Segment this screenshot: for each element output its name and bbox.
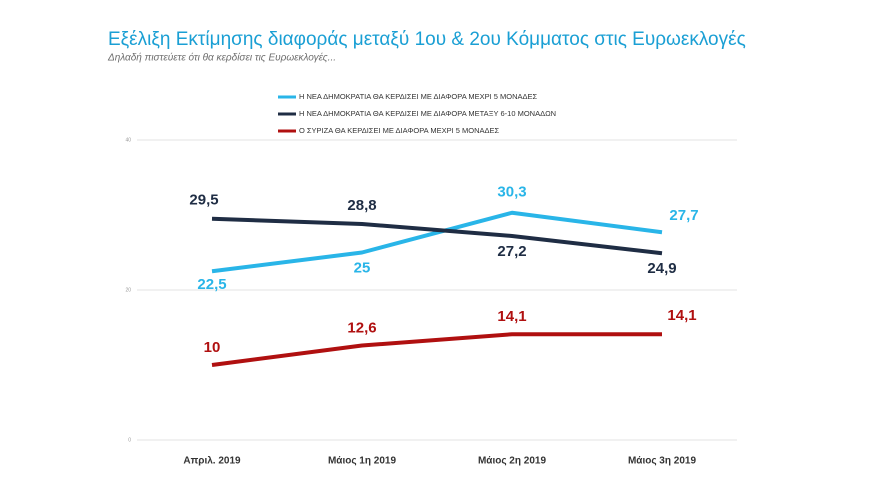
x-tick-label: Μάιος 1η 2019 [328, 456, 396, 467]
y-tick-label: 40 [125, 137, 131, 143]
x-tick-label: Απριλ. 2019 [183, 456, 241, 467]
data-label: 12,6 [347, 319, 376, 336]
chart-title: Εξέλιξη Εκτίμησης διαφοράς μεταξύ 1ου & … [108, 29, 746, 50]
x-tick-label: Μάιος 2η 2019 [478, 456, 546, 467]
legend-text: Ο ΣΥΡΙΖΑ ΘΑ ΚΕΡΔΙΣΕΙ ΜΕ ΔΙΑΦΟΡΑ ΜΕΧΡΙ 5 … [299, 126, 500, 135]
series-line [211, 332, 662, 367]
x-tick-label: Μάιος 3η 2019 [628, 456, 696, 467]
y-tick-label: 20 [125, 287, 131, 293]
data-label: 30,3 [497, 184, 526, 201]
data-label: 10 [204, 339, 221, 356]
data-label: 28,8 [347, 197, 376, 214]
y-tick-label: 0 [128, 437, 131, 443]
data-label: 27,2 [497, 243, 526, 260]
data-label: 14,1 [667, 307, 696, 324]
series-line [211, 216, 663, 256]
data-label: 24,9 [647, 260, 676, 277]
legend-text: Η ΝΕΑ ΔΗΜΟΚΡΑΤΙΑ ΘΑ ΚΕΡΔΙΣΕΙ ΜΕ ΔΙΑΦΟΡΑ … [299, 109, 556, 118]
chart-subtitle: Δηλαδή πιστεύετε ότι θα κερδίσει τις Ευρ… [107, 52, 336, 64]
data-label: 22,5 [197, 276, 226, 293]
series-line [211, 210, 663, 274]
data-label: 14,1 [497, 308, 526, 325]
data-label: 29,5 [189, 192, 218, 209]
data-label: 25 [354, 259, 371, 276]
data-label: 27,7 [669, 207, 698, 224]
legend-text: Η ΝΕΑ ΔΗΜΟΚΡΑΤΙΑ ΘΑ ΚΕΡΔΙΣΕΙ ΜΕ ΔΙΑΦΟΡΑ … [299, 92, 538, 101]
